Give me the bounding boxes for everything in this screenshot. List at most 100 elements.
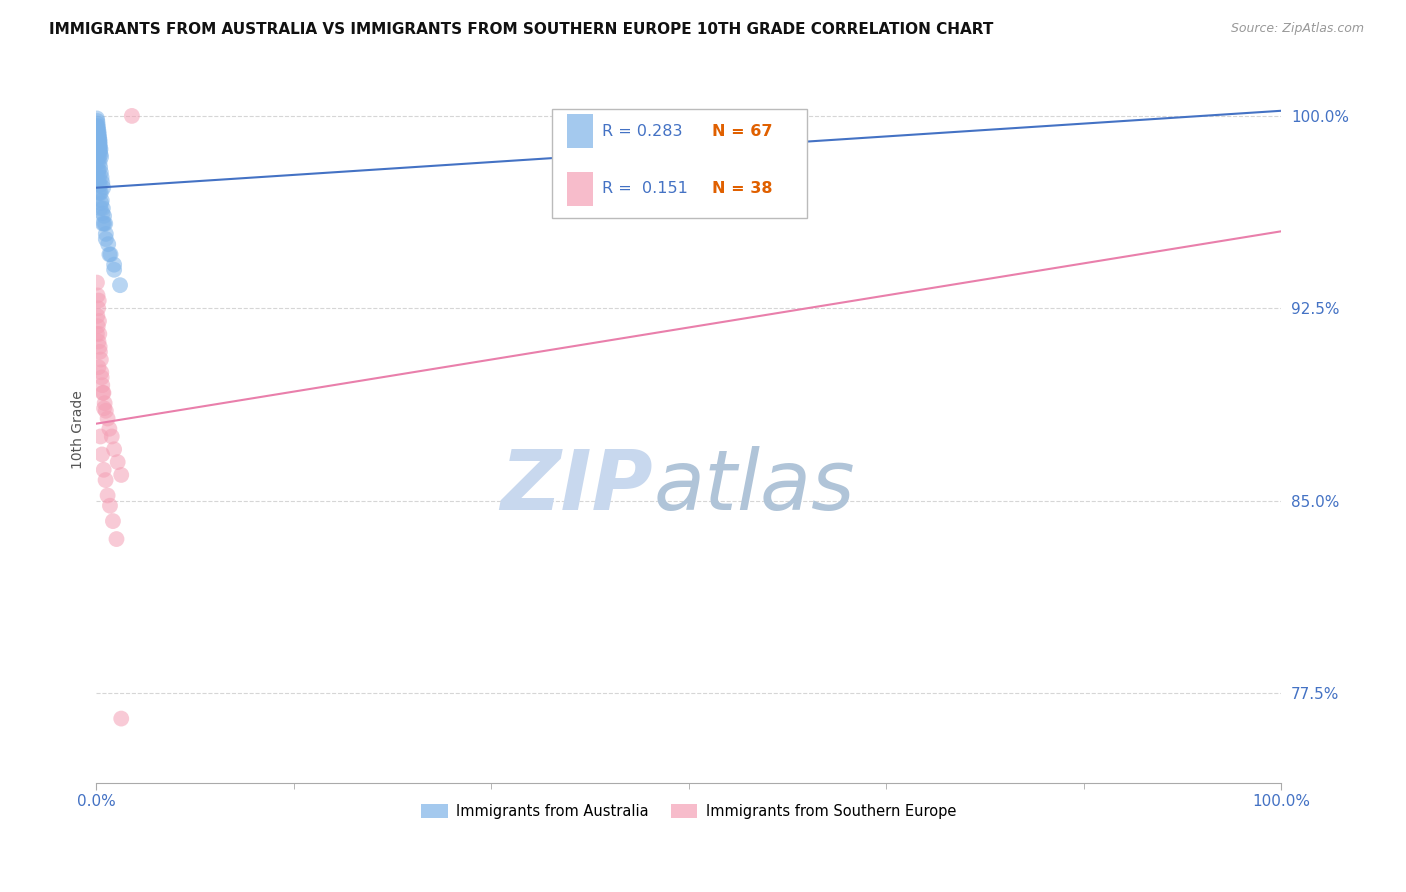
Point (89, 201, 111, 215)
Point (87, 132, 110, 146)
Point (89, 160, 111, 174)
Text: N = 38: N = 38 (713, 181, 773, 196)
Point (91, 206, 114, 220)
Point (91, 201, 114, 215)
Point (87, 301, 110, 316)
Point (89, 145, 111, 159)
Point (98, 247, 121, 261)
Point (98, 422, 121, 436)
Point (89, 178, 111, 193)
Point (91, 180, 114, 194)
Point (91, 176, 114, 190)
Point (86, 129, 108, 144)
Point (86, 326, 108, 341)
Text: Source: ZipAtlas.com: Source: ZipAtlas.com (1230, 22, 1364, 36)
Point (87, 135, 110, 149)
Text: ZIP: ZIP (501, 446, 654, 527)
Point (86, 135, 108, 149)
Point (89, 340, 111, 354)
Point (87, 137, 110, 152)
Point (93, 217, 115, 231)
Point (100, 429, 122, 443)
Point (89, 142, 111, 156)
Point (90, 196, 112, 211)
Point (87, 127, 110, 141)
Point (86, 112, 108, 126)
Point (89, 186, 111, 200)
Point (87, 155, 110, 169)
Point (97, 411, 120, 425)
Point (103, 258, 125, 272)
Point (87, 139, 110, 153)
Point (87, 319, 110, 334)
Point (91, 385, 114, 400)
Point (89, 429, 111, 443)
Text: IMMIGRANTS FROM AUSTRALIA VS IMMIGRANTS FROM SOUTHERN EUROPE 10TH GRADE CORRELAT: IMMIGRANTS FROM AUSTRALIA VS IMMIGRANTS … (49, 22, 994, 37)
Point (103, 442, 125, 457)
Point (87, 119, 110, 133)
Point (93, 463, 115, 477)
Point (89, 135, 111, 149)
Point (89, 147, 111, 161)
Point (90, 150, 112, 164)
Point (93, 401, 115, 416)
Point (89, 344, 111, 359)
Point (87, 145, 110, 159)
Point (94, 227, 117, 241)
Point (87, 150, 110, 164)
Point (90, 170, 112, 185)
Point (86, 114, 108, 128)
Point (93, 396, 115, 410)
Point (87, 129, 110, 144)
Point (87, 165, 110, 179)
Point (89, 155, 111, 169)
Point (87, 314, 110, 328)
Point (90, 365, 112, 379)
Point (110, 467, 132, 482)
Y-axis label: 10th Grade: 10th Grade (72, 391, 86, 469)
Point (107, 455, 129, 469)
Text: R =  0.151: R = 0.151 (602, 181, 688, 196)
Point (87, 132, 110, 146)
Text: atlas: atlas (654, 446, 855, 527)
Legend: Immigrants from Australia, Immigrants from Southern Europe: Immigrants from Australia, Immigrants fr… (415, 798, 962, 825)
Point (87, 334, 110, 349)
Point (87, 124, 110, 138)
Point (87, 170, 110, 185)
Point (94, 404, 117, 418)
Point (91, 447, 114, 461)
Point (86, 147, 108, 161)
Point (103, 262, 125, 277)
Point (87, 186, 110, 200)
Point (90, 165, 112, 179)
Point (86, 117, 108, 131)
Point (87, 360, 110, 375)
Bar (567, 172, 593, 206)
Point (110, 712, 132, 726)
Point (87, 162, 110, 177)
Bar (567, 114, 593, 148)
Point (97, 237, 120, 252)
Point (93, 385, 115, 400)
Point (86, 309, 108, 323)
Point (94, 217, 117, 231)
Point (89, 137, 111, 152)
Point (90, 370, 112, 384)
Point (121, 109, 143, 123)
Point (86, 288, 108, 302)
Point (87, 129, 110, 144)
Point (94, 473, 117, 487)
Point (86, 127, 108, 141)
Point (87, 135, 110, 149)
Point (93, 209, 115, 223)
Point (91, 217, 114, 231)
Point (91, 378, 114, 392)
Point (87, 127, 110, 141)
Point (89, 132, 111, 146)
Text: N = 67: N = 67 (713, 123, 773, 138)
Point (89, 139, 111, 153)
Point (90, 352, 112, 367)
Point (90, 186, 112, 200)
Point (87, 176, 110, 190)
Point (86, 119, 108, 133)
